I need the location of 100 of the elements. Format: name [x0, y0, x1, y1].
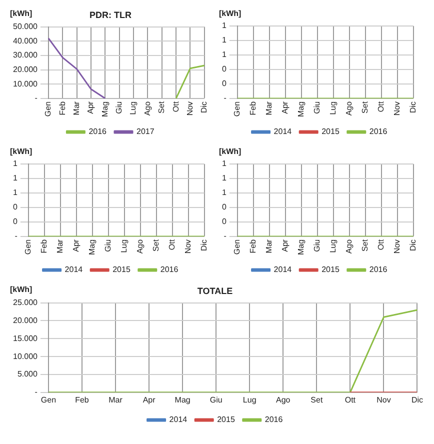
x-tick-label: Set [152, 238, 161, 252]
y-tick-label: 1 [12, 188, 18, 198]
y-tick-label: 25.000 [13, 298, 38, 308]
x-tick-label: Ott [376, 238, 386, 250]
y-tick-label: 20.000 [13, 316, 38, 325]
y-tick-label: 0 [12, 202, 18, 212]
x-tick-label: Lug [128, 101, 138, 115]
x-tick-label: Ott [168, 238, 177, 250]
y-tick-label: 0 [12, 217, 18, 226]
x-tick-label: Giu [114, 101, 124, 114]
x-tick-label: Mag [100, 101, 110, 117]
y-tick-label: - [224, 94, 227, 103]
legend-label: 2015 [322, 265, 340, 274]
y-tick-label: 0 [222, 202, 227, 212]
x-tick-label: Ago [136, 238, 145, 254]
x-tick-label: Ago [142, 100, 152, 116]
y-tick-label: 30.000 [13, 50, 38, 60]
y-axis-title: [kWh] [219, 9, 242, 18]
legend-label: 2015 [322, 127, 340, 136]
x-tick-label: Ott [171, 100, 180, 112]
x-tick-label: Apr [142, 395, 156, 404]
x-tick-label: Mar [108, 395, 123, 404]
x-tick-label: Nov [376, 395, 391, 404]
x-tick-label: Giu [104, 239, 113, 252]
x-tick-label: Set [157, 100, 166, 114]
x-tick-label: Mar [264, 239, 274, 254]
x-tick-label: Ago [344, 238, 354, 254]
x-tick-label: Feb [248, 100, 258, 116]
y-tick-label: 5.000 [17, 370, 38, 379]
chart-title: TOTALE [197, 286, 233, 296]
x-tick-label: Lug [328, 101, 338, 115]
x-tick-label: Mar [72, 101, 82, 116]
y-axis-title: [kWh] [219, 147, 242, 156]
y-axis-title: [kWh] [10, 147, 33, 156]
x-tick-label: Apr [280, 239, 290, 252]
y-tick-label: 40.000 [13, 36, 38, 46]
x-tick-label: Giu [312, 239, 322, 252]
x-tick-label: Dic [411, 395, 424, 404]
x-tick-label: Feb [40, 238, 49, 254]
y-tick-label: 1 [222, 21, 227, 30]
y-tick-label: 10.000 [13, 352, 38, 361]
x-tick-label: Dic [200, 101, 209, 113]
x-tick-label: Lug [328, 239, 338, 253]
y-tick-label: 1 [222, 174, 227, 183]
x-tick-label: Mar [56, 239, 65, 254]
legend-label: 2016 [369, 265, 388, 274]
x-tick-label: Ott [344, 395, 356, 404]
x-tick-label: Mag [296, 239, 306, 255]
x-tick-label: Set [310, 395, 324, 404]
legend-label: 2014 [274, 265, 292, 274]
y-axis-title: [kWh] [10, 285, 33, 294]
y-tick-label: 10.000 [13, 79, 38, 88]
legend-label: 2016 [88, 127, 108, 136]
legend-label: 2014 [169, 415, 188, 424]
x-tick-label: Feb [58, 100, 67, 116]
x-tick-label: Set [360, 238, 370, 252]
legend-label: 2016 [160, 265, 179, 274]
y-tick-label: 1 [222, 50, 227, 60]
x-tick-label: Nov [184, 239, 193, 254]
x-tick-label: Mag [174, 395, 190, 404]
y-tick-label: 0 [222, 64, 227, 74]
y-tick-label: - [34, 388, 38, 397]
x-tick-label: Dic [408, 239, 418, 251]
y-tick-label: 20.000 [13, 64, 38, 74]
x-tick-label: Giu [312, 101, 322, 114]
x-tick-label: Feb [248, 238, 258, 254]
chart-title: PDR: TLR [90, 10, 132, 20]
x-tick-label: Mar [264, 101, 274, 116]
y-tick-label: 1 [222, 159, 227, 168]
legend-label: 2014 [64, 265, 84, 274]
y-tick-label: 15.000 [13, 334, 38, 343]
y-tick-label: 1 [222, 36, 227, 45]
x-tick-label: Giu [210, 395, 222, 404]
x-tick-label: Nov [392, 239, 402, 254]
y-tick-label: - [34, 94, 38, 103]
x-tick-label: Dic [200, 239, 209, 251]
x-tick-label: Gen [232, 239, 242, 255]
legend-label: 2015 [217, 415, 236, 424]
x-tick-label: Lug [242, 395, 256, 404]
y-tick-label: 1 [12, 174, 18, 183]
x-tick-label: Apr [280, 101, 290, 114]
x-tick-label: Mag [296, 101, 306, 117]
x-tick-label: Gen [24, 239, 33, 255]
y-tick-label: 50.000 [13, 22, 38, 32]
x-tick-label: Feb [75, 395, 90, 404]
legend-label: 2017 [136, 127, 155, 136]
x-tick-label: Mag [88, 239, 97, 255]
legend-label: 2016 [264, 415, 284, 424]
x-tick-label: Nov [392, 101, 402, 116]
legend-label: 2015 [112, 265, 131, 274]
x-tick-label: Dic [408, 101, 418, 113]
y-axis-title: [kWh] [10, 9, 33, 18]
x-tick-label: Lug [120, 239, 129, 253]
y-tick-label: - [224, 232, 227, 241]
x-tick-label: Gen [40, 395, 56, 404]
x-tick-label: Gen [44, 101, 53, 117]
legend-label: 2016 [369, 127, 388, 136]
y-tick-label: 1 [12, 159, 18, 168]
y-tick-label: 1 [222, 188, 227, 198]
legend-label: 2014 [274, 127, 292, 136]
